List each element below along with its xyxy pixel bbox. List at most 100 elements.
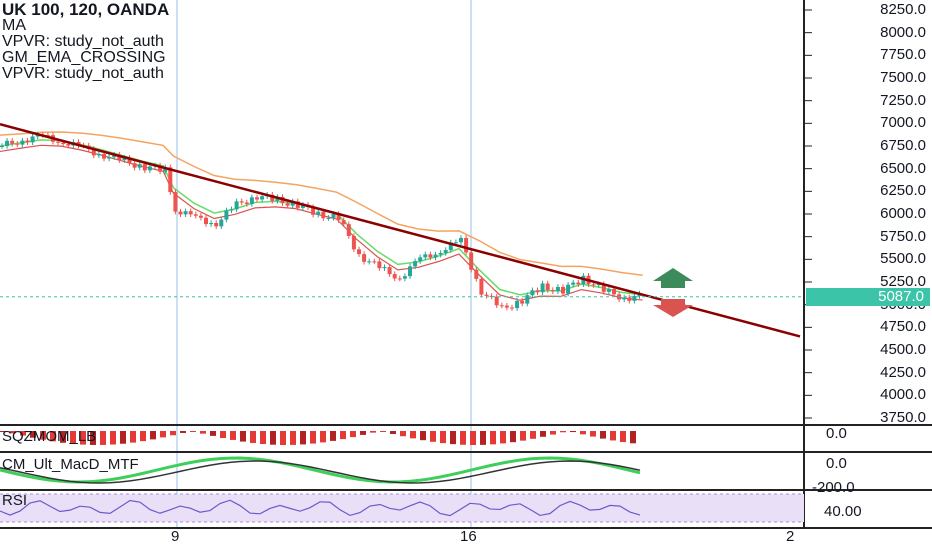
candle-body [408, 266, 412, 277]
sqz-bar [100, 431, 106, 445]
y-axis-label: 7750.0 [880, 46, 926, 64]
candle-body [234, 201, 239, 210]
candle-body [122, 157, 127, 161]
candle-body [193, 214, 198, 216]
candle-body [535, 290, 540, 293]
y-axis-label: 8000.0 [880, 23, 926, 41]
sqz-bar [630, 431, 636, 444]
sqz-bar [470, 431, 476, 445]
symbol-title[interactable]: UK 100, 120, OANDA [2, 0, 170, 19]
candle-body [479, 278, 484, 295]
candle-body [545, 283, 550, 290]
sqz-bar [230, 431, 236, 440]
sqz-bar [170, 431, 176, 436]
short-position-arrow-icon[interactable] [653, 299, 693, 317]
candle-body [173, 192, 178, 212]
candle-body [20, 140, 25, 145]
candle-body [112, 154, 117, 158]
candle-body [224, 210, 229, 220]
sqz-bar [110, 431, 116, 445]
sqz-bar [510, 431, 516, 443]
candle-body [76, 141, 81, 146]
candle-body [606, 289, 611, 292]
candle-body [56, 141, 61, 143]
sqz-bar [520, 431, 526, 441]
sqz-bar [60, 431, 66, 443]
candle-body [204, 217, 208, 225]
candle-body [357, 249, 361, 255]
candle-body [311, 207, 316, 215]
candle-body [453, 242, 458, 244]
candle-body [418, 257, 423, 262]
candle-body [469, 252, 474, 270]
sqz-bar [90, 431, 96, 445]
candle-body [372, 261, 377, 263]
sqz-bar [600, 431, 606, 439]
sqz-bar [190, 431, 196, 432]
candle-body [494, 296, 499, 306]
sqz-bar [270, 431, 276, 445]
cm-ult-label[interactable]: CM_Ult_MacD_MTF [2, 456, 139, 473]
candle-body [132, 163, 137, 168]
candle-body [331, 213, 336, 218]
rsi-band [0, 494, 804, 522]
sqz-bar [320, 431, 326, 443]
candle-body [209, 223, 214, 225]
y-axis-ticks [804, 9, 812, 419]
candle-body [117, 154, 122, 161]
sqz-bar [610, 431, 616, 441]
gm-ema-label[interactable]: GM_EMA_CROSSING [2, 49, 166, 66]
x-axis-label: 16 [460, 528, 477, 545]
candle-body [504, 305, 509, 308]
candle-body [525, 295, 530, 304]
sqz-axis-value: 0.0 [826, 425, 847, 442]
sqz-bar [200, 431, 206, 434]
y-axis-label: 7250.0 [880, 91, 926, 109]
y-axis-label: 6500.0 [880, 159, 926, 177]
y-axis-label: 5750.0 [880, 227, 926, 245]
candle-body [316, 211, 321, 215]
sqzmom-label[interactable]: SQZMOM_LB [2, 428, 97, 445]
candle-body [428, 254, 433, 258]
long-position-arrow-icon[interactable] [653, 268, 693, 288]
candle-body [255, 197, 259, 200]
candle-body [142, 164, 147, 171]
sqz-bar [580, 431, 586, 435]
vpvr-label[interactable]: VPVR: study_not_auth [2, 65, 164, 82]
rsi-label[interactable]: RSI [2, 492, 28, 509]
candle-body [45, 135, 50, 137]
candle-body [382, 267, 387, 269]
sqzmom-histogram [0, 431, 636, 445]
sqz-bar [160, 431, 166, 438]
sqz-bar [500, 431, 506, 444]
candle-body [35, 134, 40, 137]
candle-body [397, 278, 402, 280]
sqz-bar [460, 431, 466, 445]
y-axis-label: 7000.0 [880, 114, 926, 132]
candle-body [214, 223, 219, 227]
candle-body [321, 211, 326, 219]
candle-body [295, 201, 300, 208]
ma-label[interactable]: MA [2, 17, 26, 34]
vpvr-label[interactable]: VPVR: study_not_auth [2, 33, 164, 50]
candle-body [566, 284, 571, 294]
candle-body [351, 235, 356, 250]
candle-body [147, 166, 152, 171]
candle-body [10, 140, 15, 144]
candle-body [540, 283, 545, 293]
candle-body [596, 284, 601, 286]
candle-body [91, 148, 96, 156]
candle-body [515, 300, 520, 309]
candle-body [30, 136, 35, 143]
candle-body [188, 211, 193, 215]
candle-body [484, 294, 489, 296]
candle-body [178, 211, 183, 215]
sqz-bar [210, 431, 216, 436]
candle-body [362, 254, 367, 262]
y-axis-label: 8250.0 [880, 1, 926, 18]
candle-body [387, 267, 392, 275]
candle-body [137, 164, 142, 168]
candle-body [219, 219, 224, 227]
rsi-axis-value: 40.00 [824, 503, 862, 520]
